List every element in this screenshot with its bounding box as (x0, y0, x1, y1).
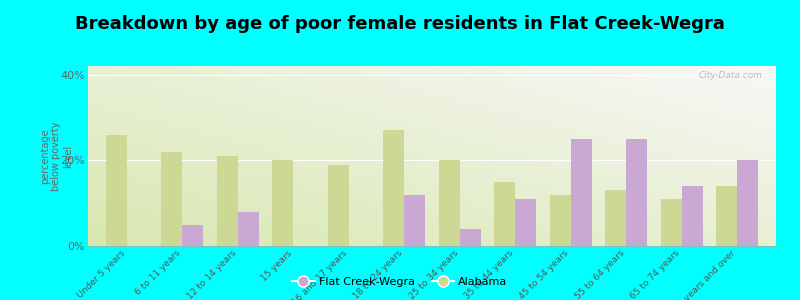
Bar (682, 186, 702, 246)
Bar (328, 165, 349, 246)
Bar (570, 139, 592, 246)
Bar (182, 225, 203, 246)
Bar (404, 195, 426, 246)
Bar (605, 190, 626, 246)
Bar (716, 186, 737, 246)
Bar (272, 160, 294, 246)
Text: Breakdown by age of poor female residents in Flat Creek-Wegra: Breakdown by age of poor female resident… (75, 15, 725, 33)
Bar (438, 160, 460, 246)
Bar (383, 130, 404, 246)
Bar (737, 160, 758, 246)
Legend: Flat Creek-Wegra, Alabama: Flat Creek-Wegra, Alabama (288, 273, 512, 291)
Bar (217, 156, 238, 246)
Bar (106, 135, 127, 246)
Bar (494, 182, 515, 246)
Bar (238, 212, 259, 246)
Y-axis label: percentage
below poverty
level: percentage below poverty level (40, 121, 73, 191)
Bar (661, 199, 682, 246)
Bar (626, 139, 647, 246)
Text: City-Data.com: City-Data.com (698, 71, 762, 80)
Bar (162, 152, 182, 246)
Bar (460, 229, 481, 246)
Bar (515, 199, 536, 246)
Bar (550, 195, 570, 246)
